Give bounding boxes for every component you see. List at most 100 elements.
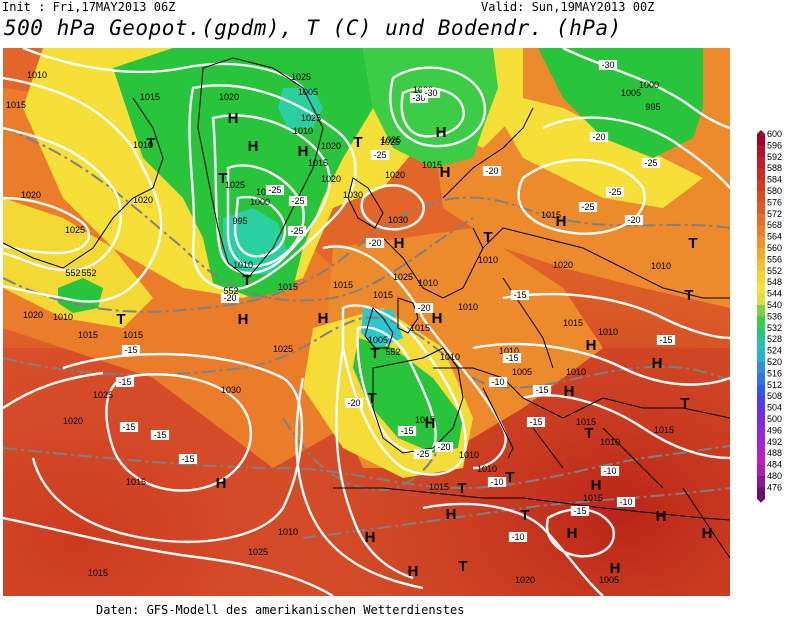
pressure-label-text: 1015 <box>140 92 160 102</box>
pressure-label-text: 1010 <box>293 126 313 136</box>
pressure-label: 1025 <box>273 344 293 354</box>
pressure-label: 1010 <box>459 450 479 460</box>
high-pressure-center: H <box>432 310 443 327</box>
high-pressure-center: H <box>610 560 621 577</box>
temperature-label-text: -15 <box>153 430 166 440</box>
pressure-label: 1005 <box>298 87 318 97</box>
scale-color-segment <box>757 419 765 431</box>
temperature-label-text: -20 <box>347 398 360 408</box>
temperature-label: -15 <box>150 430 170 440</box>
low-pressure-center: T <box>688 235 697 252</box>
pressure-label-text: 1015 <box>541 210 561 220</box>
high-pressure-center: H <box>436 124 447 141</box>
pressure-label-text: 1030 <box>388 215 408 225</box>
temperature-label: -15 <box>656 335 676 345</box>
pressure-label-text: 1015 <box>6 100 26 110</box>
pressure-label-text: 1015 <box>126 477 146 487</box>
scale-color-segment <box>757 453 765 465</box>
geopotential-label-text: 552 <box>385 347 400 357</box>
pressure-label: 1010 <box>27 70 47 80</box>
pressure-label-text: 1025 <box>65 225 85 235</box>
temperature-label-text: -20 <box>485 166 498 176</box>
pressure-label-text: 1010 <box>233 260 253 270</box>
temperature-label: -20 <box>414 303 434 313</box>
temperature-label: -15 <box>119 422 139 432</box>
temperature-label-text: -25 <box>291 196 304 206</box>
pressure-label: 1015 <box>429 482 449 492</box>
low-pressure-center: T <box>367 390 376 407</box>
pressure-label-text: 1015 <box>422 160 442 170</box>
pressure-label: 1010 <box>598 327 618 337</box>
temperature-label-text: -20 <box>437 442 450 452</box>
scale-label: 588 <box>767 163 782 173</box>
pressure-label-text: 1020 <box>219 92 239 102</box>
scale-color-segment <box>757 259 765 272</box>
pressure-label-text: 1010 <box>478 255 498 265</box>
temperature-label-text: -15 <box>529 417 542 427</box>
scale-label: 580 <box>767 186 782 196</box>
pressure-label-text: 1015 <box>123 330 143 340</box>
scale-color-segment <box>757 305 765 317</box>
high-pressure-center: H <box>702 525 713 542</box>
pressure-label: 1015 <box>654 425 674 435</box>
scale-label: 520 <box>767 357 782 367</box>
pressure-label: 1020 <box>219 92 239 102</box>
temperature-label: -25 <box>578 202 598 212</box>
scale-label: 492 <box>767 437 782 447</box>
scale-color-segment <box>757 430 765 443</box>
pressure-label: 1025 <box>380 137 400 147</box>
temperature-label: -15 <box>570 506 590 516</box>
scale-label: 524 <box>767 346 782 356</box>
pressure-label: 1015 <box>278 282 298 292</box>
low-pressure-center: T <box>457 480 466 497</box>
temperature-label: -25 <box>605 187 625 197</box>
geopotential-label: 552 <box>385 347 400 357</box>
pressure-label: 1030 <box>343 190 363 200</box>
color-fields <box>3 48 730 596</box>
pressure-label: 1010 <box>53 312 73 322</box>
scale-label: 540 <box>767 300 782 310</box>
scale-label: 596 <box>767 140 782 150</box>
pressure-label-text: 1015 <box>563 318 583 328</box>
high-pressure-center: H <box>656 508 667 525</box>
high-pressure-center: H <box>586 337 597 354</box>
pressure-label-text: 1015 <box>373 290 393 300</box>
pressure-label: 995 <box>232 216 247 226</box>
temperature-label-text: -25 <box>644 158 657 168</box>
temperature-label-text: -25 <box>416 449 429 459</box>
high-pressure-center: H <box>394 235 405 252</box>
pressure-label: 1015 <box>563 318 583 328</box>
scale-color-segment <box>757 339 765 351</box>
pressure-label: 1005 <box>368 335 388 345</box>
scale-color-segment <box>757 441 765 454</box>
temperature-label: -30 <box>598 60 618 70</box>
pressure-label: 1025 <box>291 72 311 82</box>
scale-color-segment <box>757 476 765 488</box>
scale-color-segment <box>757 179 765 192</box>
low-pressure-center: T <box>116 311 125 328</box>
low-pressure-center: T <box>520 507 529 524</box>
temperature-label-text: -25 <box>608 187 621 197</box>
scale-color-segment <box>757 282 765 294</box>
pressure-label: 1000 <box>639 80 659 90</box>
geopotential-label: 552 <box>65 268 80 278</box>
pressure-label-text: 1025 <box>273 344 293 354</box>
scale-label: 500 <box>767 414 782 424</box>
scale-color-segment <box>757 134 765 146</box>
temperature-label: -15 <box>115 377 135 387</box>
temperature-label: -15 <box>178 454 198 464</box>
scale-label: 516 <box>767 368 782 378</box>
pressure-label: 1015 <box>88 568 108 578</box>
scale-color-segment <box>757 464 765 477</box>
temperature-label-text: -20 <box>592 132 605 142</box>
pressure-label: 1010 <box>651 261 671 271</box>
temperature-label-text: -20 <box>417 303 430 313</box>
pressure-label-text: 1010 <box>133 140 153 150</box>
scale-label: 480 <box>767 471 782 481</box>
high-pressure-center: H <box>318 310 329 327</box>
pressure-label: 1015 <box>373 290 393 300</box>
temperature-label: -25 <box>413 449 433 459</box>
scale-color-segment <box>757 168 765 180</box>
color-scale-legend: 6005965925885845805765725685645605565525… <box>757 130 782 503</box>
pressure-label-text: 1015 <box>333 280 353 290</box>
